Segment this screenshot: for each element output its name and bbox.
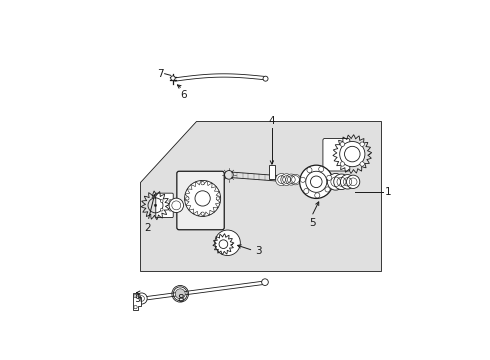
Circle shape: [275, 174, 288, 186]
Text: 2: 2: [145, 223, 151, 233]
Circle shape: [201, 212, 204, 215]
Circle shape: [334, 174, 349, 190]
Circle shape: [306, 171, 327, 192]
Circle shape: [160, 208, 163, 211]
Bar: [269, 166, 275, 179]
Circle shape: [327, 175, 332, 180]
Circle shape: [325, 187, 330, 192]
Circle shape: [201, 181, 204, 185]
Text: 5: 5: [309, 218, 316, 228]
Circle shape: [136, 293, 147, 304]
Circle shape: [304, 189, 309, 194]
Circle shape: [169, 200, 171, 202]
Text: 8: 8: [177, 294, 184, 304]
Circle shape: [185, 180, 220, 216]
Text: 7: 7: [157, 69, 163, 79]
Circle shape: [134, 294, 137, 298]
Polygon shape: [133, 293, 141, 310]
Circle shape: [281, 174, 293, 185]
Circle shape: [360, 142, 365, 147]
Circle shape: [175, 289, 185, 299]
Circle shape: [215, 230, 240, 256]
Text: 9: 9: [134, 294, 141, 304]
Circle shape: [307, 167, 312, 172]
Circle shape: [262, 279, 269, 285]
Circle shape: [360, 162, 365, 166]
Circle shape: [154, 204, 157, 207]
Circle shape: [299, 165, 333, 198]
Text: 4: 4: [269, 116, 275, 126]
FancyBboxPatch shape: [323, 139, 350, 171]
FancyBboxPatch shape: [156, 193, 173, 217]
Circle shape: [290, 174, 301, 185]
Circle shape: [134, 305, 137, 309]
Circle shape: [169, 198, 183, 212]
Polygon shape: [140, 121, 381, 270]
Circle shape: [300, 177, 305, 183]
Circle shape: [327, 174, 344, 190]
Circle shape: [346, 175, 360, 188]
Text: 1: 1: [385, 186, 392, 197]
Circle shape: [315, 193, 320, 198]
Circle shape: [340, 142, 344, 147]
Circle shape: [171, 76, 175, 80]
Circle shape: [186, 197, 189, 200]
Circle shape: [169, 208, 171, 211]
Circle shape: [318, 167, 324, 172]
Circle shape: [341, 175, 355, 189]
Text: 3: 3: [256, 246, 262, 256]
Circle shape: [263, 76, 268, 81]
Circle shape: [160, 200, 163, 202]
Circle shape: [340, 162, 344, 166]
Circle shape: [286, 174, 297, 185]
Text: 6: 6: [180, 90, 187, 100]
Circle shape: [340, 141, 365, 167]
FancyBboxPatch shape: [177, 171, 224, 230]
Circle shape: [216, 197, 220, 200]
